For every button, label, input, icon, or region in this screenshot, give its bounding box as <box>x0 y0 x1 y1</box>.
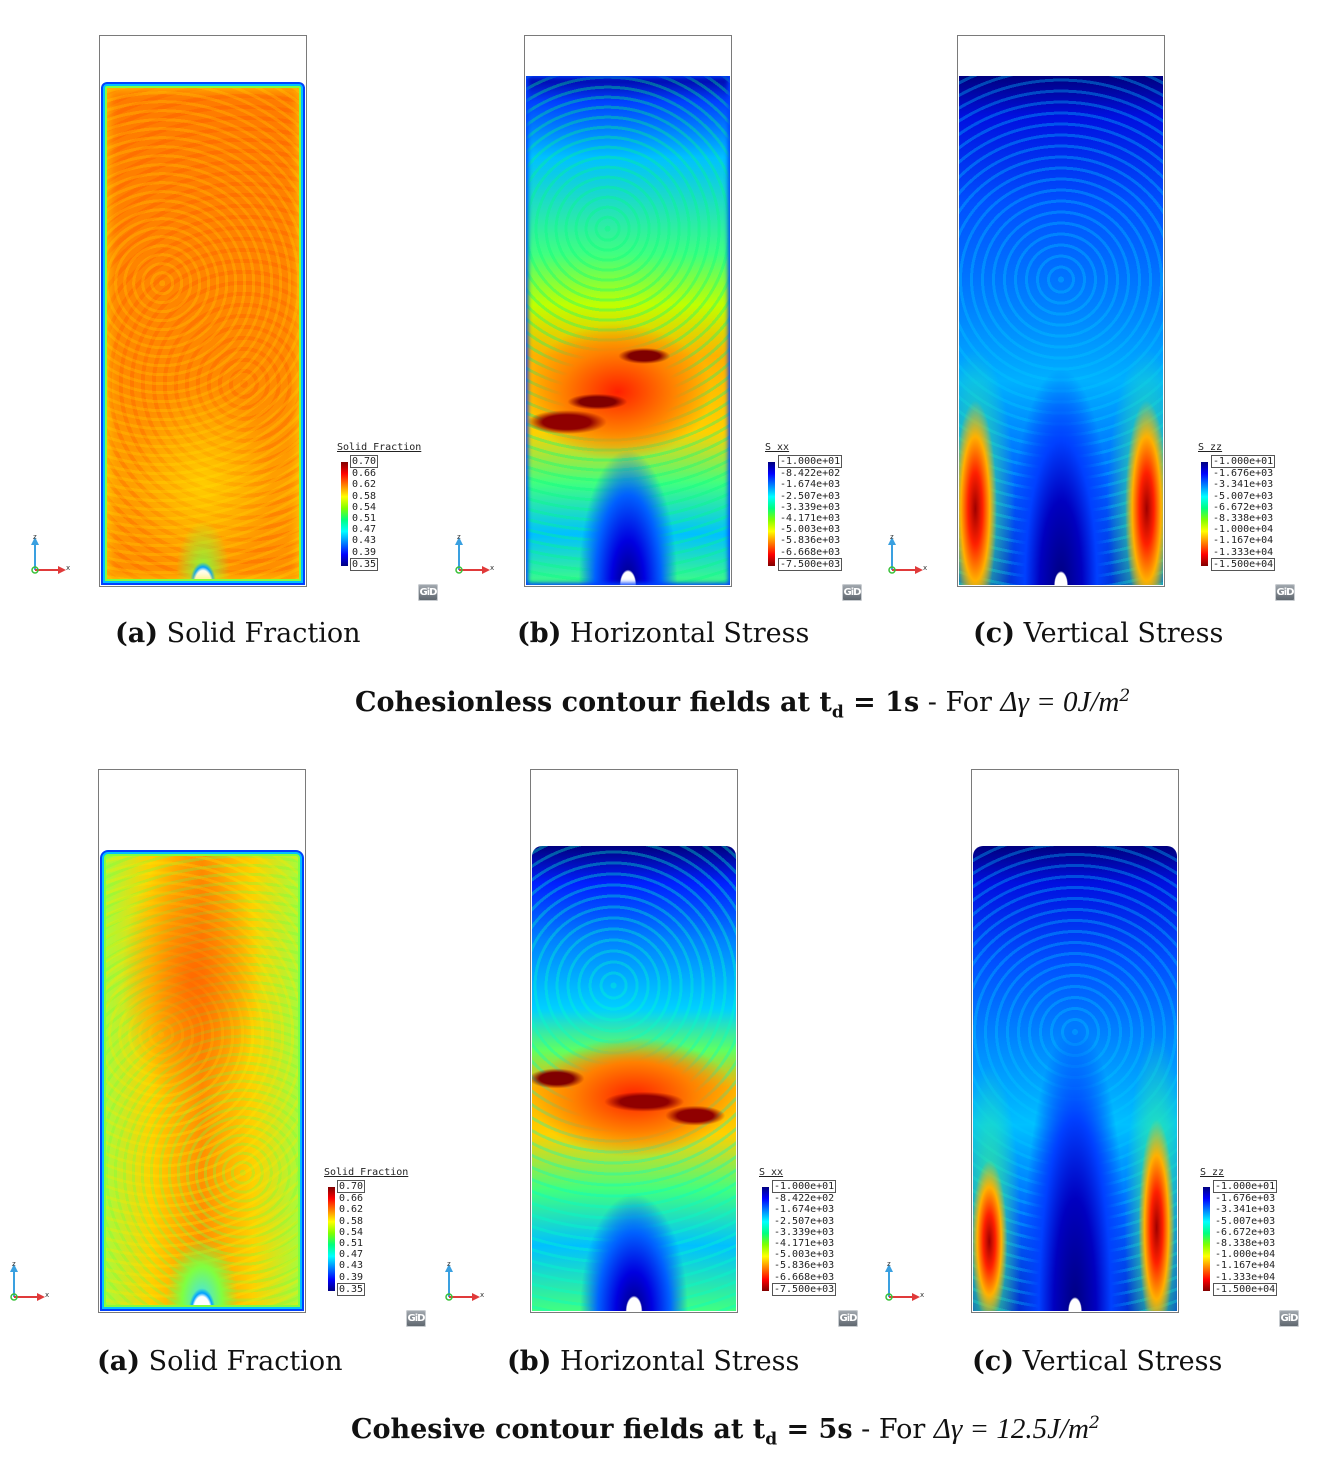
contour-field <box>100 850 304 1311</box>
gid-logo-icon: GiD <box>838 1310 858 1327</box>
legend-values: -1.000e+01 -8.422e+02 -1.674e+03 -2.507e… <box>778 455 843 571</box>
axis-x-label: x <box>920 1291 925 1299</box>
contour-field <box>959 76 1163 585</box>
silo-solid-fraction-plot <box>98 769 306 1313</box>
legend-title: S zz <box>1200 1167 1225 1178</box>
legend-color-bar <box>328 1187 335 1291</box>
legend-title: Solid Fraction <box>324 1167 409 1178</box>
legend-color-bar <box>1203 1187 1210 1291</box>
panel-caption: (c) Vertical Stress <box>973 618 1224 649</box>
color-legend: S xx -1.000e+01 -8.422e+02 -1.674e+03 -2… <box>765 442 865 572</box>
axis-x-label: x <box>480 1291 485 1299</box>
silo-horizontal-stress-plot <box>530 769 738 1313</box>
axis-z-label: z <box>887 1260 891 1268</box>
legend-color-bar <box>341 462 348 566</box>
axis-x-label: x <box>923 564 928 572</box>
panel-caption: (b) Horizontal Stress <box>517 618 810 649</box>
color-legend: S xx -1.000e+01 -8.422e+02 -1.674e+03 -2… <box>759 1167 859 1297</box>
legend-color-bar <box>1201 462 1208 566</box>
axis-triad-icon: z x <box>442 1260 492 1305</box>
axis-triad-icon: z x <box>452 533 502 578</box>
silo-vertical-stress-plot <box>957 35 1165 587</box>
legend-color-bar <box>768 462 775 566</box>
gid-logo-icon: GiD <box>1275 584 1295 601</box>
gid-logo-icon: GiD <box>406 1310 426 1327</box>
contour-field <box>532 846 736 1311</box>
gid-logo-icon: GiD <box>1279 1310 1299 1327</box>
axis-x-label: x <box>490 564 495 572</box>
section-title-cohesionless: Cohesionless contour fields at td = 1s -… <box>355 686 1131 723</box>
legend-values: -1.000e+01 -8.422e+02 -1.674e+03 -2.507e… <box>772 1180 837 1296</box>
silo-horizontal-stress-plot <box>524 35 732 587</box>
legend-title: S xx <box>765 442 790 453</box>
contour-field <box>526 76 730 585</box>
gid-logo-icon: GiD <box>842 584 862 601</box>
color-legend: Solid Fraction 0.70 0.66 0.62 0.58 0.54 … <box>324 1167 434 1297</box>
axis-x-label: x <box>66 564 71 572</box>
legend-values: 0.70 0.66 0.62 0.58 0.54 0.51 0.47 0.43 … <box>337 1180 366 1296</box>
panel-caption: (a) Solid Fraction <box>97 1346 343 1377</box>
axis-z-label: z <box>447 1260 451 1268</box>
axis-z-label: z <box>33 533 37 541</box>
legend-title: S zz <box>1198 442 1223 453</box>
gid-logo-icon: GiD <box>418 584 438 601</box>
axis-triad-icon: z x <box>7 1260 57 1305</box>
axis-z-label: z <box>12 1260 16 1268</box>
legend-values: -1.000e+01 -1.676e+03 -3.341e+03 -5.007e… <box>1213 1180 1278 1296</box>
axis-triad-icon: z x <box>882 1260 932 1305</box>
axis-z-label: z <box>457 533 461 541</box>
panel-caption: (b) Horizontal Stress <box>507 1346 800 1377</box>
legend-title: S xx <box>759 1167 784 1178</box>
silo-solid-fraction-plot <box>99 35 307 587</box>
legend-values: -1.000e+01 -1.676e+03 -3.341e+03 -5.007e… <box>1211 455 1276 571</box>
silo-vertical-stress-plot <box>971 769 1179 1313</box>
legend-values: 0.70 0.66 0.62 0.58 0.54 0.51 0.47 0.43 … <box>350 455 379 571</box>
section-title-cohesive: Cohesive contour fields at td = 5s - For… <box>351 1413 1100 1450</box>
color-legend: S zz -1.000e+01 -1.676e+03 -3.341e+03 -5… <box>1200 1167 1300 1297</box>
axis-triad-icon: z x <box>28 533 78 578</box>
legend-title: Solid Fraction <box>337 442 422 453</box>
panel-caption: (a) Solid Fraction <box>115 618 361 649</box>
axis-z-label: z <box>890 533 894 541</box>
contour-field <box>101 82 305 585</box>
legend-color-bar <box>762 1187 769 1291</box>
axis-triad-icon: z x <box>885 533 935 578</box>
contour-field <box>973 846 1177 1311</box>
axis-x-label: x <box>45 1291 50 1299</box>
color-legend: S zz -1.000e+01 -1.676e+03 -3.341e+03 -5… <box>1198 442 1298 572</box>
color-legend: Solid Fraction 0.70 0.66 0.62 0.58 0.54 … <box>337 442 447 572</box>
panel-caption: (c) Vertical Stress <box>972 1346 1223 1377</box>
